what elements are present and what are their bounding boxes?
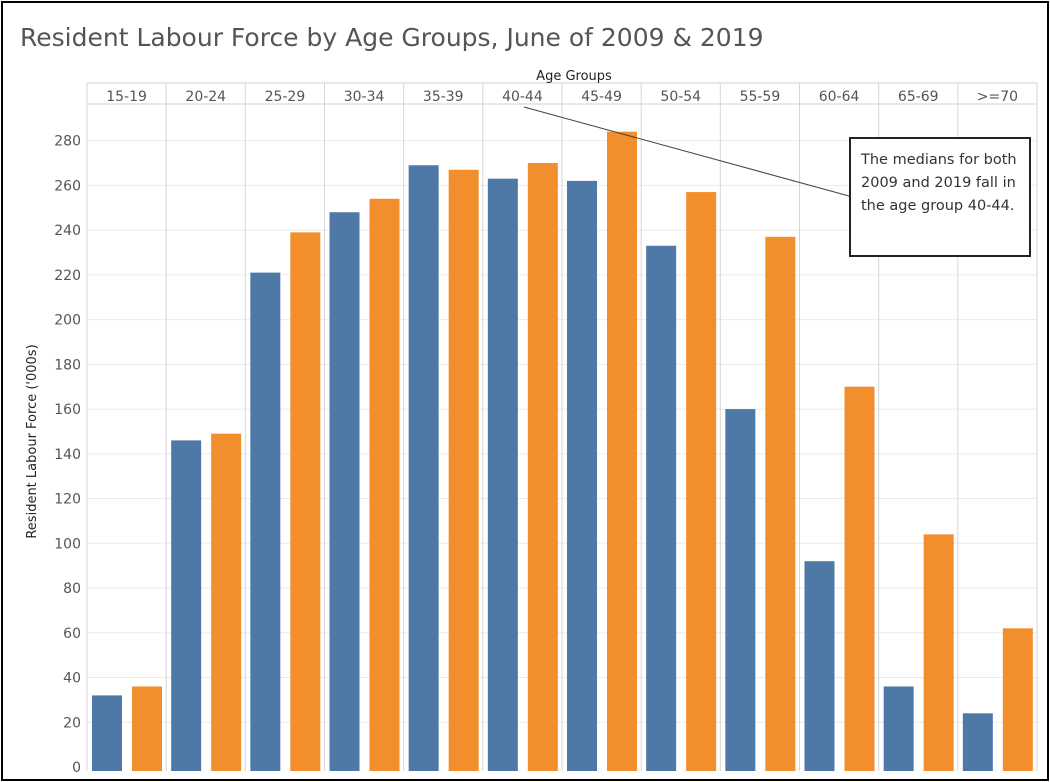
bar-2019-65-69 xyxy=(923,534,954,771)
y-tick-label: 260 xyxy=(54,178,81,194)
y-tick-label: 220 xyxy=(54,268,81,284)
bar-2009-65-69 xyxy=(883,686,914,771)
category-label: 40-44 xyxy=(502,89,543,105)
y-tick-label: 240 xyxy=(54,223,81,239)
bar-2009-25-29 xyxy=(250,272,281,771)
x-axis-title: Age Groups xyxy=(536,69,612,84)
bar-2019-25-29 xyxy=(290,232,321,771)
bar-2009-30-34 xyxy=(329,212,360,771)
y-tick-label: 200 xyxy=(54,313,81,329)
category-label: 55-59 xyxy=(740,89,781,105)
y-tick-label: 20 xyxy=(63,715,81,731)
category-label: 35-39 xyxy=(423,89,464,105)
y-tick-label: 180 xyxy=(54,357,81,373)
bar-2009-35-39 xyxy=(408,165,439,771)
bar-2019-60-64 xyxy=(844,386,875,771)
annotation-leader-line xyxy=(523,106,850,197)
category-label: 60-64 xyxy=(819,89,860,105)
y-tick-label: 160 xyxy=(54,402,81,418)
chart-title: Resident Labour Force by Age Groups, Jun… xyxy=(20,23,764,52)
category-label: 65-69 xyxy=(898,89,939,105)
bar-2019-15-19 xyxy=(132,686,162,771)
y-tick-label: 0 xyxy=(72,760,81,776)
category-label: >=70 xyxy=(977,89,1018,105)
y-axis-title: Resident Labour Force ('000s) xyxy=(25,344,40,538)
bar-2019-35-39 xyxy=(448,169,479,771)
category-label: 15-19 xyxy=(106,89,147,105)
bar-2019-20-24 xyxy=(211,433,242,771)
bar-chart: Age Groups 15-19 20-24 25-29 30-34 35-39 40-44… xyxy=(25,69,1038,776)
category-label: 30-34 xyxy=(344,89,385,105)
y-tick-label: 60 xyxy=(63,626,81,642)
bar-2019-30-34 xyxy=(369,198,400,771)
bar-2009-45-49 xyxy=(567,180,597,771)
bar-2009-55-59 xyxy=(725,409,756,771)
y-tick-label: 100 xyxy=(54,536,81,552)
bar-2009->=70 xyxy=(962,713,993,771)
y-tick-label: 80 xyxy=(63,581,81,597)
bar-2009-20-24 xyxy=(171,440,202,771)
y-tick-label: 140 xyxy=(54,447,81,463)
bar-2009-15-19 xyxy=(92,695,122,771)
bar-2019-55-59 xyxy=(765,236,796,771)
bar-2009-40-44 xyxy=(487,178,518,771)
category-label: 50-54 xyxy=(660,89,701,105)
bar-2009-50-54 xyxy=(646,245,677,772)
bar-2019->=70 xyxy=(1002,628,1033,771)
y-tick-label: 280 xyxy=(54,134,81,150)
median-annotation: The medians for both 2009 and 2019 fall … xyxy=(849,137,1031,257)
bar-2019-50-54 xyxy=(686,192,717,771)
category-label: 25-29 xyxy=(265,89,306,105)
y-tick-label: 40 xyxy=(63,671,81,687)
category-label: 20-24 xyxy=(185,89,226,105)
bar-2009-60-64 xyxy=(804,561,835,771)
category-label: 45-49 xyxy=(581,89,622,105)
bar-2019-45-49 xyxy=(607,131,637,771)
bar-2019-40-44 xyxy=(527,163,558,771)
y-tick-label: 120 xyxy=(54,492,81,508)
